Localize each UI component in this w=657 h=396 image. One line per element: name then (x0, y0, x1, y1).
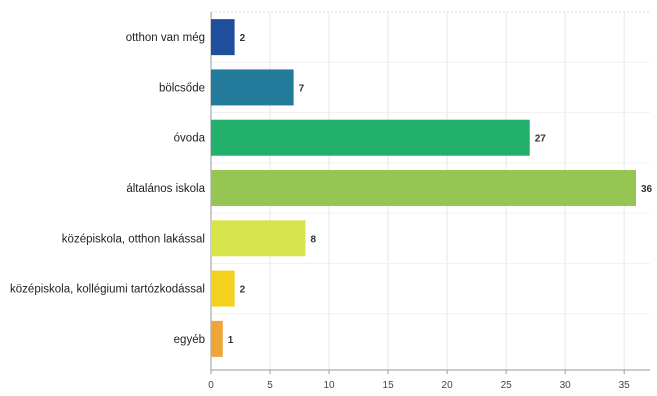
category-label-5: középiskola, kollégiumi tartózkodással (10, 284, 205, 296)
data-label-2: 27 (535, 134, 547, 145)
data-label-3: 36 (641, 184, 653, 195)
x-tick-labels: 0 5 10 15 20 25 30 35 (208, 370, 630, 391)
x-tick-label-30: 30 (560, 380, 572, 391)
category-label-1: bölcsőde (159, 82, 205, 94)
bar-6 (211, 320, 223, 357)
category-labels: otthon van még bölcsőde óvoda általános isk… (10, 32, 206, 346)
bars (211, 19, 636, 357)
category-label-0: otthon van még (126, 32, 205, 44)
data-label-6: 1 (228, 335, 234, 346)
bar-1 (211, 69, 294, 106)
x-tick-label-20: 20 (442, 380, 454, 391)
x-tick-label-10: 10 (323, 380, 335, 391)
bar-4 (211, 220, 306, 257)
bar-0 (211, 19, 235, 56)
data-label-0: 2 (240, 33, 246, 44)
data-label-1: 7 (299, 83, 305, 94)
category-label-2: óvoda (174, 133, 206, 145)
x-tick-label-15: 15 (383, 380, 395, 391)
x-tick-label-25: 25 (501, 380, 513, 391)
data-label-5: 2 (240, 285, 246, 296)
x-tick-label-35: 35 (619, 380, 631, 391)
category-label-4: középiskola, otthon lakással (62, 233, 205, 245)
x-tick-label-0: 0 (208, 380, 214, 391)
bar-2 (211, 119, 530, 156)
category-label-3: általános iskola (126, 183, 205, 195)
data-label-4: 8 (310, 234, 316, 245)
bar-5 (211, 270, 235, 307)
category-label-6: egyéb (174, 334, 205, 346)
x-tick-label-5: 5 (267, 380, 273, 391)
bar-3 (211, 170, 636, 206)
